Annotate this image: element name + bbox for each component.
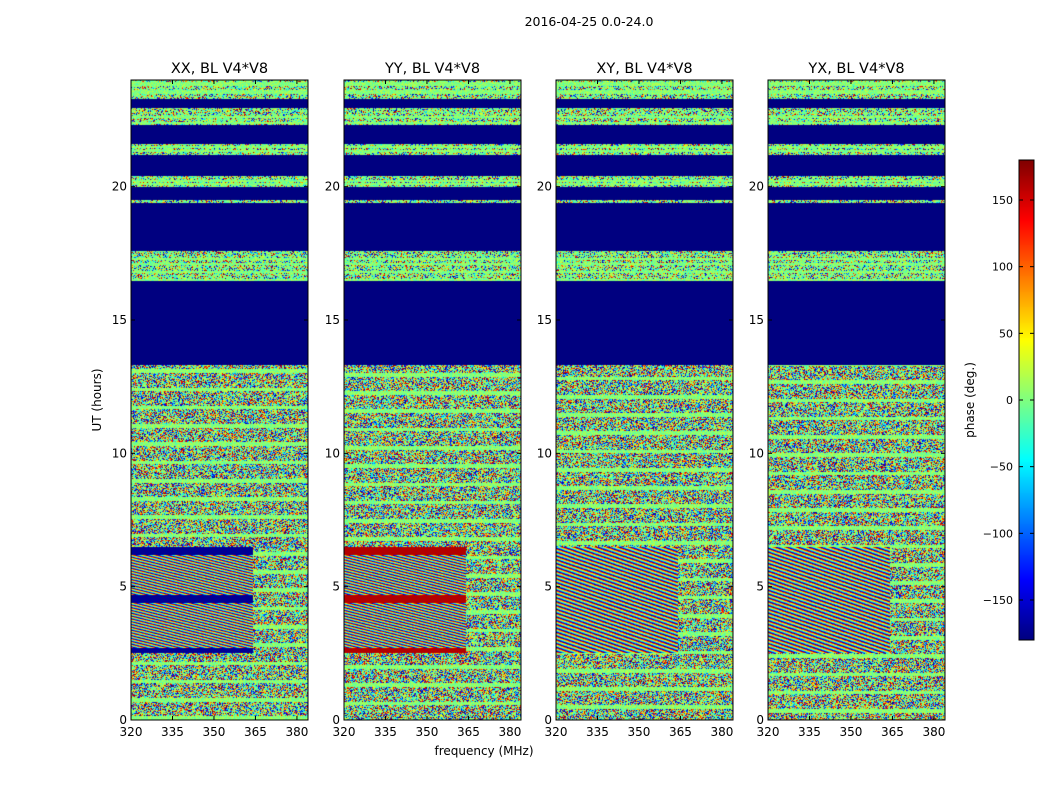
y-axis-label: UT (hours) [90,368,104,431]
panel-frame [767,79,946,721]
y-tick-label: 10 [112,446,127,460]
panel-xy: XY, BL V4*V8 320 335 350 365 380 0 5 10 15 20 [537,61,734,739]
panel-xx: XX, BL V4*V8 320 335 350 365 380 0 5 10 15 20 [112,61,309,739]
panel-frame [130,79,309,721]
colorbar-tick-label: −50 [990,461,1013,474]
x-tick-label: 365 [669,725,692,739]
x-tick-label: 380 [498,725,521,739]
colorbar-tick-label: −150 [983,594,1013,607]
x-tick-label: 365 [244,725,267,739]
colorbar-tick-label: 100 [992,261,1013,274]
panel-title-xx: XX, BL V4*V8 [171,61,268,77]
x-tick-label: 320 [120,725,143,739]
y-tick-label: 20 [537,180,552,194]
x-tick-label: 320 [333,725,356,739]
x-tick-label: 365 [881,725,904,739]
panel-title-yy: YY, BL V4*V8 [384,61,480,77]
x-tick-label: 335 [798,725,821,739]
x-tick-label: 335 [161,725,184,739]
heatmap-image-xx [131,80,308,720]
x-tick-label: 350 [628,725,651,739]
colorbar-tick-label: 50 [999,327,1013,340]
y-tick-label: 15 [537,313,552,327]
panel-frame [343,79,522,721]
y-tick-label: 5 [119,580,127,594]
panel-title-xy: XY, BL V4*V8 [596,61,692,77]
y-tick-label: 0 [756,713,764,727]
y-tick-label: 20 [325,180,340,194]
colorbar-gradient [1019,160,1034,640]
x-tick-label: 320 [545,725,568,739]
panel-title-yx: YX, BL V4*V8 [807,61,904,77]
heatmap-image-xy [556,80,733,720]
colorbar-tick-label: −100 [983,527,1013,540]
y-tick-label: 0 [332,713,340,727]
y-tick-label: 10 [325,446,340,460]
colorbar-tick-label: 0 [1006,394,1013,407]
figure-suptitle: 2016-04-25 0.0-24.0 [525,14,654,29]
y-tick-label: 5 [332,580,340,594]
y-tick-label: 5 [544,580,552,594]
colorbar: −150 −100 −50 0 50 100 150 [983,159,1035,641]
heatmap-image-yy [344,80,521,720]
panel-frame [555,79,734,721]
y-tick-label: 10 [749,446,764,460]
x-tick-label: 335 [586,725,609,739]
x-tick-label: 365 [457,725,480,739]
y-tick-label: 5 [756,580,764,594]
y-tick-label: 20 [112,180,127,194]
y-tick-label: 15 [749,313,764,327]
x-tick-label: 335 [374,725,397,739]
x-tick-label: 350 [416,725,439,739]
x-tick-label: 350 [840,725,863,739]
x-tick-label: 380 [710,725,733,739]
colorbar-tick-label: 150 [992,194,1013,207]
x-tick-label: 350 [203,725,226,739]
x-axis-label: frequency (MHz) [434,744,533,758]
panel-yx: YX, BL V4*V8 320 335 350 365 380 0 5 10 15 20 [749,61,946,739]
y-tick-label: 20 [749,180,764,194]
panel-yy: YY, BL V4*V8 320 335 350 365 380 0 5 10 15 20 [325,61,522,739]
y-tick-label: 10 [537,446,552,460]
x-tick-label: 320 [757,725,780,739]
y-tick-label: 15 [112,313,127,327]
x-tick-label: 380 [922,725,945,739]
y-tick-label: 0 [544,713,552,727]
colorbar-label: phase (deg.) [963,362,977,438]
x-tick-label: 380 [285,725,308,739]
y-tick-label: 0 [119,713,127,727]
y-tick-label: 15 [325,313,340,327]
heatmap-image-yx [768,80,945,720]
